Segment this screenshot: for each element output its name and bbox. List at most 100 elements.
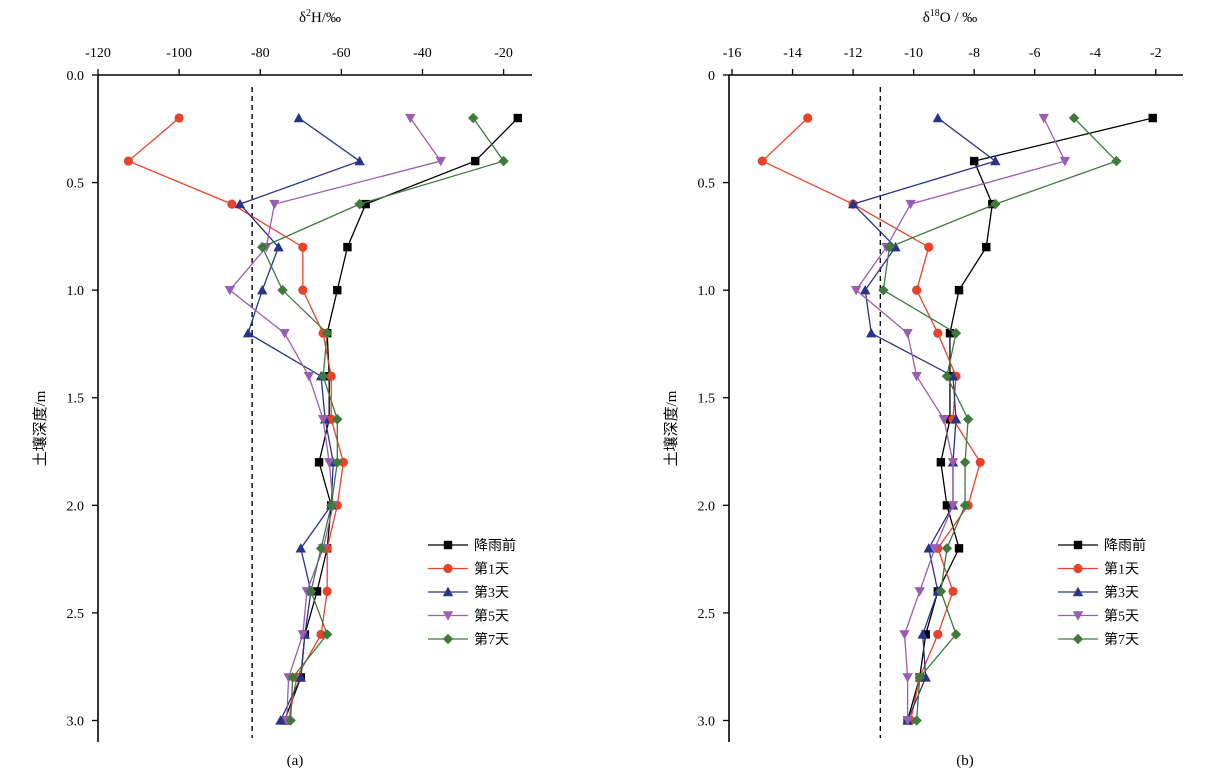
data-point bbox=[295, 543, 307, 553]
x-tick-label: -8 bbox=[968, 46, 980, 61]
data-point bbox=[954, 285, 964, 295]
series-4 bbox=[850, 113, 1071, 726]
data-point bbox=[860, 284, 871, 295]
data-point bbox=[257, 284, 268, 295]
data-point bbox=[914, 672, 925, 683]
data-point bbox=[959, 500, 971, 511]
data-point bbox=[354, 155, 365, 166]
data-point bbox=[321, 629, 333, 640]
x-tick-label: -2 bbox=[1150, 46, 1162, 61]
data-point bbox=[224, 285, 236, 296]
data-point bbox=[912, 285, 922, 295]
data-point bbox=[1148, 113, 1157, 123]
data-point bbox=[297, 630, 309, 640]
x-axis-title: δ18O / ‰ bbox=[923, 8, 978, 26]
data-point bbox=[317, 371, 329, 382]
data-point bbox=[948, 586, 958, 596]
data-point bbox=[884, 241, 895, 253]
data-point bbox=[1059, 156, 1071, 167]
legend-marker bbox=[1072, 633, 1084, 645]
data-point bbox=[905, 199, 916, 210]
y-tick-label: 0.5 bbox=[698, 177, 716, 192]
data-point bbox=[902, 716, 913, 726]
y-axis-title: 土壤深度/m bbox=[662, 390, 680, 466]
data-point bbox=[333, 285, 342, 295]
x-tick-label: -80 bbox=[251, 46, 270, 61]
data-point bbox=[878, 284, 889, 296]
data-point bbox=[902, 673, 913, 683]
data-point bbox=[899, 630, 910, 640]
data-point bbox=[123, 156, 134, 166]
y-tick-label: 2.5 bbox=[67, 607, 85, 622]
y-tick-label: 0.0 bbox=[67, 69, 85, 84]
x-tick-label: -60 bbox=[332, 46, 351, 61]
data-point bbox=[1068, 112, 1080, 124]
legend-label: 降雨前 bbox=[1104, 537, 1146, 554]
y-tick-label: 1.5 bbox=[67, 392, 85, 407]
y-tick-label: 2.0 bbox=[67, 499, 85, 514]
data-point bbox=[990, 198, 1001, 210]
series-line bbox=[261, 117, 505, 721]
legend-label: 降雨前 bbox=[474, 537, 516, 554]
data-point bbox=[513, 113, 523, 123]
data-point bbox=[933, 629, 943, 640]
data-point bbox=[298, 242, 308, 252]
data-point bbox=[902, 328, 913, 339]
data-point bbox=[929, 544, 941, 554]
y-tick-label: 2.0 bbox=[698, 499, 716, 514]
data-point bbox=[947, 371, 959, 381]
data-point bbox=[942, 501, 952, 510]
data-point bbox=[315, 543, 327, 554]
series-line bbox=[851, 117, 997, 721]
data-point bbox=[917, 629, 928, 639]
data-point bbox=[920, 672, 931, 682]
legend-label: 第3天 bbox=[1104, 584, 1139, 601]
legend-label: 第7天 bbox=[1104, 631, 1139, 648]
legend-label: 第7天 bbox=[474, 631, 509, 648]
data-point bbox=[435, 156, 446, 167]
data-point bbox=[332, 457, 343, 468]
data-point bbox=[950, 629, 962, 640]
legend-label: 第1天 bbox=[474, 561, 509, 578]
data-point bbox=[298, 285, 308, 295]
data-point bbox=[498, 155, 509, 167]
data-point bbox=[866, 327, 877, 338]
data-point bbox=[941, 543, 953, 554]
data-point bbox=[933, 328, 943, 338]
data-point bbox=[936, 458, 946, 467]
data-point bbox=[954, 544, 964, 553]
x-tick-label: -20 bbox=[494, 46, 513, 61]
data-point bbox=[275, 715, 286, 725]
x-tick-label: -100 bbox=[166, 46, 192, 61]
y-tick-label: 0 bbox=[708, 69, 715, 84]
data-point bbox=[321, 327, 333, 339]
x-tick-label: -14 bbox=[783, 46, 802, 61]
x-tick-label: -6 bbox=[1029, 46, 1041, 61]
series-5 bbox=[878, 112, 1122, 726]
legend-label: 第5天 bbox=[474, 608, 509, 625]
data-point bbox=[287, 672, 298, 683]
x-tick-label: -4 bbox=[1089, 46, 1101, 61]
data-point bbox=[1111, 155, 1122, 167]
y-tick-label: 1.0 bbox=[67, 284, 85, 299]
data-point bbox=[295, 672, 307, 682]
legend-marker bbox=[442, 586, 454, 597]
series-line bbox=[127, 117, 345, 721]
data-point bbox=[312, 587, 322, 596]
data-point bbox=[257, 241, 268, 253]
data-point bbox=[285, 715, 296, 726]
data-point bbox=[941, 371, 953, 382]
data-point bbox=[227, 199, 237, 209]
data-point bbox=[354, 198, 365, 210]
data-point bbox=[293, 112, 304, 123]
data-point bbox=[242, 327, 254, 338]
x-tick-label: -40 bbox=[413, 46, 432, 61]
data-point bbox=[322, 586, 332, 596]
data-point bbox=[932, 112, 944, 123]
x-tick-label: -16 bbox=[723, 46, 742, 61]
data-point bbox=[911, 372, 922, 382]
data-point bbox=[921, 630, 930, 639]
